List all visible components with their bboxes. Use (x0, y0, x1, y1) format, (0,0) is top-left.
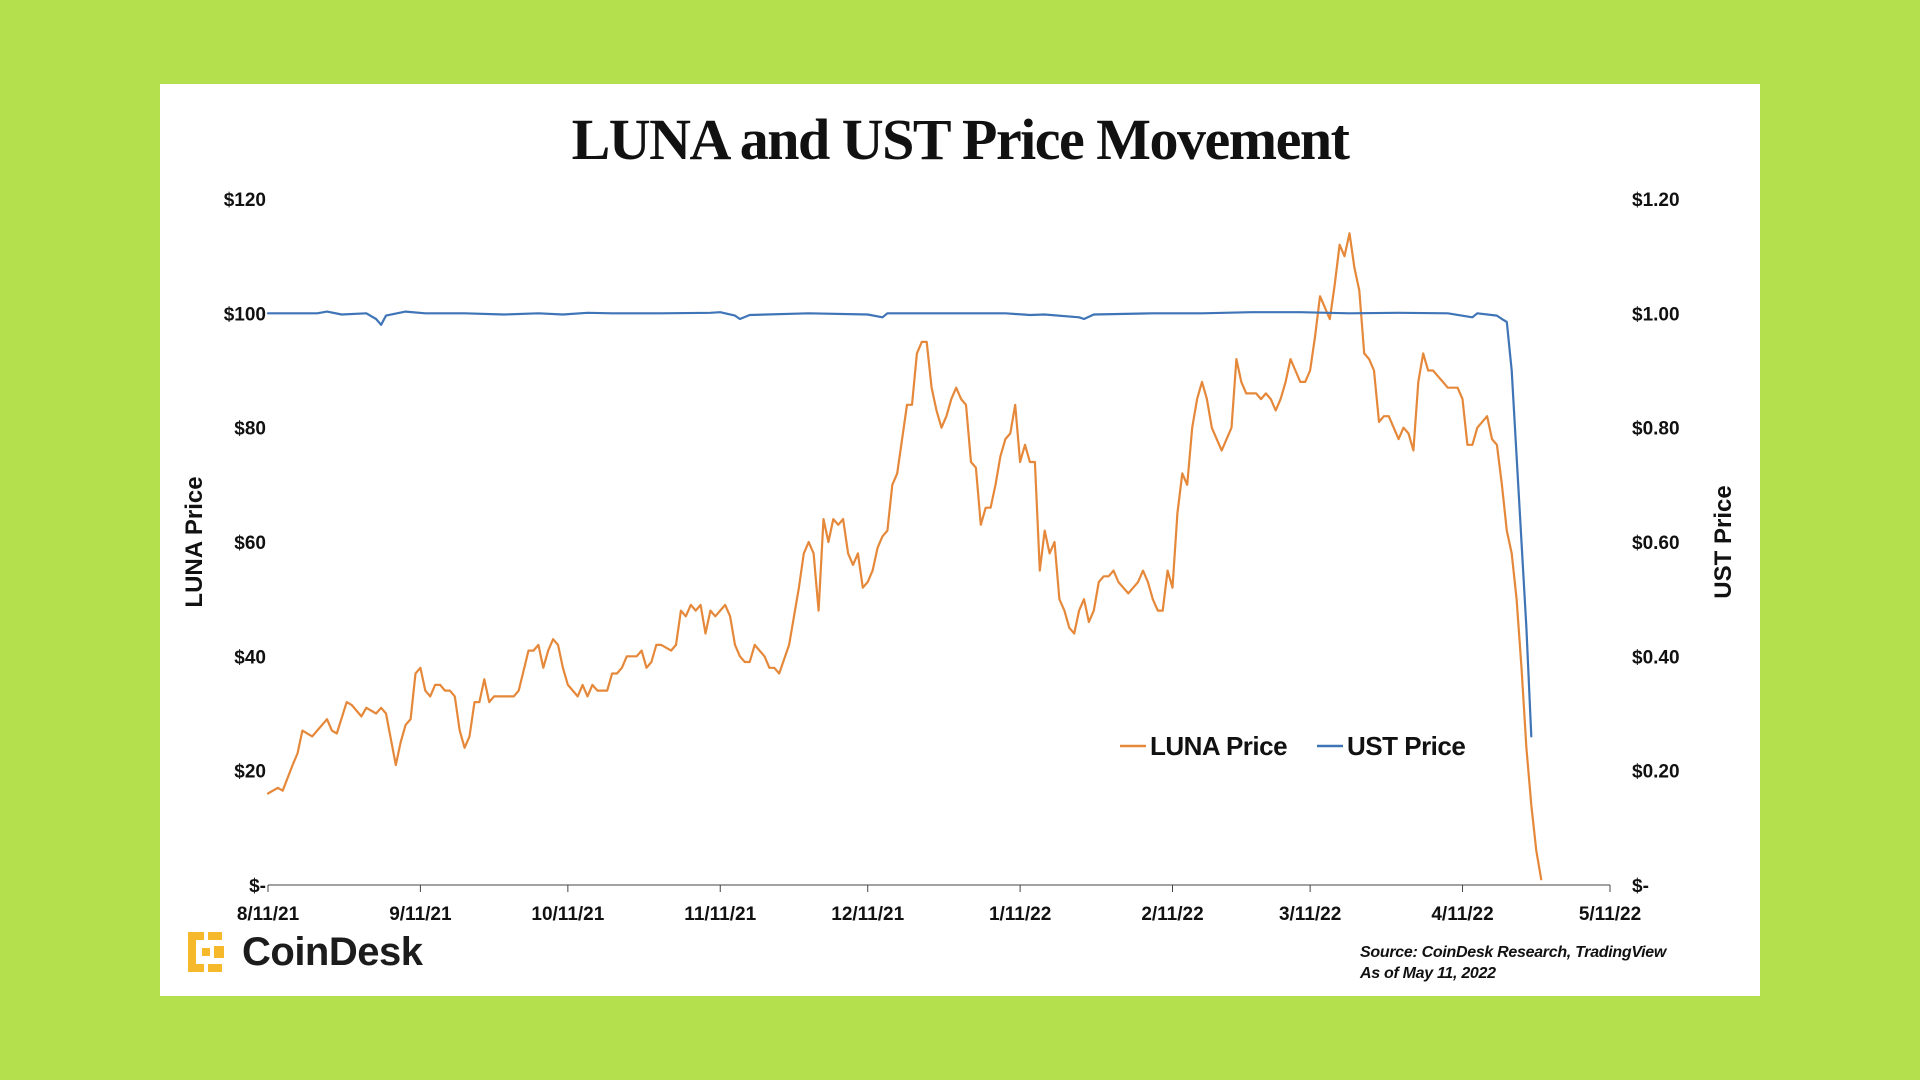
y-right-tick-label: $- (1632, 876, 1649, 897)
luna-price-line (266, 232, 1543, 881)
y-left-tick-label: $80 (234, 419, 266, 440)
y-left-tick-label: $40 (234, 647, 266, 668)
source-note: Source: CoinDesk Research, TradingView A… (1360, 942, 1666, 984)
source-line: Source: CoinDesk Research, TradingView (1360, 944, 1667, 961)
x-tick-label: 2/11/22 (1141, 904, 1203, 925)
coindesk-logo-icon (188, 932, 224, 972)
y-left-tick-label: $120 (224, 190, 266, 211)
x-tick-label: 12/11/21 (831, 904, 904, 925)
x-tick-label: 5/11/22 (1579, 904, 1641, 925)
y-right-tick-label: $0.60 (1632, 533, 1680, 554)
y-left-tick-label: $100 (224, 304, 266, 325)
y-right-tick-label: $0.80 (1632, 419, 1680, 440)
x-tick-label: 9/11/21 (389, 904, 452, 925)
y-right-tick-label: $1.20 (1632, 190, 1680, 211)
x-tick-label: 10/11/21 (531, 904, 604, 925)
x-tick-label: 4/11/22 (1431, 904, 1493, 925)
x-tick-label: 8/11/21 (237, 904, 300, 925)
legend-luna-label: LUNA Price (1150, 731, 1287, 761)
y-right-tick-label: $0.40 (1632, 647, 1680, 668)
series (266, 232, 1543, 881)
x-tick-label: 11/11/21 (684, 904, 756, 925)
as-of-line: As of May 11, 2022 (1360, 965, 1496, 982)
x-tick-label: 1/11/22 (989, 904, 1051, 925)
chart: LUNA and UST Price Movement 8/11/21 9/11/… (181, 107, 1737, 925)
coindesk-logo: CoinDesk (182, 926, 423, 978)
chart-card: LUNA and UST Price Movement 8/11/21 9/11/… (160, 84, 1760, 996)
y-left-tick-label: $- (249, 876, 266, 897)
chart-title: LUNA and UST Price Movement (572, 107, 1351, 172)
coindesk-wordmark: CoinDesk (242, 929, 423, 974)
legend: LUNA Price UST Price (1120, 731, 1466, 761)
axes: 8/11/21 9/11/21 10/11/21 11/11/21 12/11/21 1/… (181, 190, 1737, 925)
y-right-tick-label: $1.00 (1632, 304, 1680, 325)
y-left-tick-label: $20 (234, 762, 266, 783)
ust-price-line (266, 310, 1533, 738)
y-left-axis-title: LUNA Price (181, 476, 208, 607)
x-tick-label: 3/11/22 (1279, 904, 1341, 925)
legend-ust-label: UST Price (1347, 731, 1465, 761)
y-left-tick-label: $60 (234, 533, 266, 554)
y-right-tick-label: $0.20 (1632, 762, 1680, 783)
y-right-axis-title: UST Price (1710, 485, 1737, 598)
